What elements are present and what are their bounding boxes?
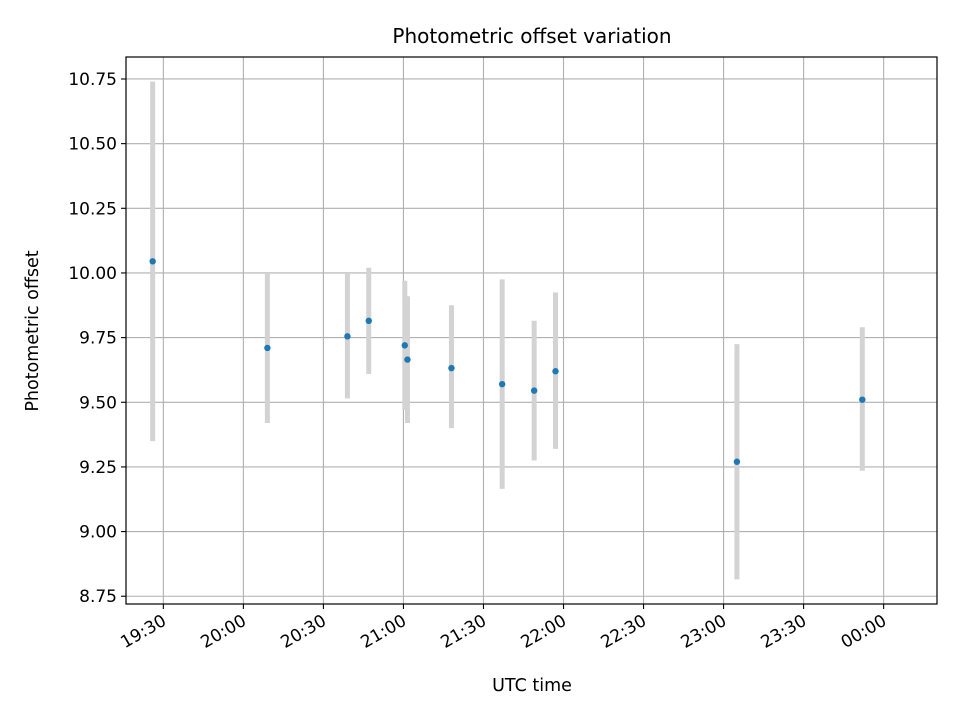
y-tick-label: 8.75: [79, 587, 117, 607]
data-point: [149, 258, 156, 265]
data-point: [498, 380, 506, 388]
y-tick-label: 10.00: [68, 264, 117, 284]
y-tick-label: 10.75: [68, 70, 117, 90]
chart-title: Photometric offset variation: [392, 24, 671, 48]
y-tick-label: 9.50: [79, 393, 117, 413]
y-axis-title: Photometric offset: [23, 250, 43, 411]
data-point: [401, 342, 408, 349]
data-point: [344, 333, 351, 340]
data-point: [733, 458, 741, 465]
data-point: [365, 317, 372, 325]
data-points: [149, 258, 866, 465]
data-point: [552, 368, 559, 375]
y-tick-label: 9.75: [79, 329, 117, 349]
y-tick-label: 9.25: [79, 458, 117, 478]
data-point: [448, 364, 455, 372]
data-point: [264, 344, 271, 352]
x-axis-title: UTC time: [492, 676, 572, 696]
y-tick-label: 10.50: [68, 135, 117, 155]
grid: [126, 57, 937, 604]
data-point: [404, 356, 411, 363]
y-axis-ticks: 8.75 9.00 9.25 9.50 9.75 10.00 10.25 10.50 10.75: [68, 70, 126, 607]
data-point: [530, 387, 538, 394]
data-point: [859, 396, 866, 403]
y-tick-label: 9.00: [79, 523, 117, 543]
y-tick-label: 10.25: [68, 199, 117, 219]
plot-area: [126, 57, 937, 604]
plot-frame: [125, 56, 938, 605]
